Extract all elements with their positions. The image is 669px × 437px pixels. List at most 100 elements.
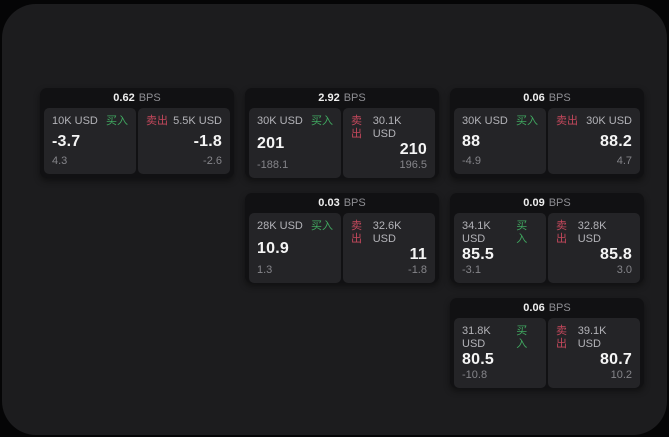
buy-price: 201: [257, 134, 285, 152]
buy-delta: 4.3: [52, 155, 68, 167]
sell-notional: 30.1K USD: [372, 115, 402, 140]
buy-delta: 1.3: [257, 264, 273, 276]
sell-price: 210: [399, 141, 427, 158]
buy-notional: 30K USD: [257, 115, 303, 127]
buy-pane[interactable]: 31.8K USD 买入 80.5 -10.8: [454, 318, 546, 388]
quote-card-header: 0.06 BPS: [450, 298, 644, 318]
quote-card-body: 10K USD 买入 -3.7 4.3 卖出 5.5K USD -1.8 -2.…: [44, 108, 230, 174]
buy-side-label: 买入: [516, 115, 538, 127]
sell-side-label: 卖出: [556, 325, 567, 350]
sell-delta: 4.7: [616, 155, 632, 167]
quote-card-header: 2.92 BPS: [245, 88, 439, 108]
sell-delta: 3.0: [616, 264, 632, 276]
bps-unit-label: BPS: [548, 302, 571, 314]
buy-pane[interactable]: 30K USD 买入 201 -188.1: [249, 108, 341, 178]
quote-card-header: 0.62 BPS: [40, 88, 234, 108]
sell-pane[interactable]: 卖出 30.1K USD 210 196.5: [343, 108, 435, 178]
buy-side-label: 买入: [516, 220, 528, 245]
quote-card-body: 34.1K USD 买入 85.5 -3.1 卖出 32.8K USD 85.8…: [454, 213, 640, 283]
quote-card-body: 28K USD 买入 10.9 1.3 卖出 32.6K USD 11 -1.8: [249, 213, 435, 283]
buy-notional: 31.8K USD: [462, 325, 491, 350]
buy-pane-top: 28K USD 买入: [257, 220, 333, 233]
quote-card: 0.03 BPS 28K USD 买入 10.9 1.3 卖出 32.6K US…: [245, 193, 439, 283]
quote-card: 0.62 BPS 10K USD 买入 -3.7 4.3 卖出 5.5K USD…: [40, 88, 234, 178]
buy-price: 10.9: [257, 239, 289, 257]
sell-notional: 39.1K USD: [577, 325, 607, 350]
quote-card-body: 30K USD 买入 201 -188.1 卖出 30.1K USD 210 1…: [249, 108, 435, 178]
sell-pane[interactable]: 卖出 5.5K USD -1.8 -2.6: [138, 108, 230, 174]
quote-grid: 0.62 BPS 10K USD 买入 -3.7 4.3 卖出 5.5K USD…: [40, 88, 644, 388]
buy-pane-top: 34.1K USD 买入: [462, 220, 538, 246]
sell-pane[interactable]: 卖出 30K USD 88.2 4.7: [548, 108, 640, 174]
bps-value: 0.06: [523, 92, 545, 104]
bps-unit-label: BPS: [138, 92, 161, 104]
sell-side-label: 卖出: [556, 115, 578, 127]
sell-pane[interactable]: 卖出 32.8K USD 85.8 3.0: [548, 213, 640, 283]
sell-side-label: 卖出: [351, 115, 362, 140]
bps-value: 0.06: [523, 302, 545, 314]
sell-side-label: 卖出: [556, 220, 567, 245]
buy-price: -3.7: [52, 132, 81, 150]
sell-price: 80.7: [600, 351, 632, 368]
sell-pane-top: 卖出 32.8K USD: [556, 220, 632, 246]
bps-value: 2.92: [318, 92, 340, 104]
buy-pane-top: 30K USD 买入: [462, 115, 538, 128]
sell-side-label: 卖出: [351, 220, 362, 245]
quote-card-header: 0.03 BPS: [245, 193, 439, 213]
buy-side-label: 买入: [106, 115, 128, 127]
buy-delta: -10.8: [462, 369, 488, 381]
bps-value: 0.03: [318, 197, 340, 209]
quote-card: 0.09 BPS 34.1K USD 买入 85.5 -3.1 卖出 32.8K…: [450, 193, 644, 283]
sell-price: 11: [409, 246, 427, 263]
buy-price: 88: [462, 132, 481, 150]
sell-side-label: 卖出: [146, 115, 168, 127]
bps-value: 0.62: [113, 92, 135, 104]
buy-pane-top: 31.8K USD 买入: [462, 325, 538, 351]
buy-delta: -188.1: [257, 159, 289, 171]
quote-card: 0.06 BPS 30K USD 买入 88 -4.9 卖出 30K USD 8…: [450, 88, 644, 178]
buy-delta: -3.1: [462, 264, 481, 276]
sell-pane-top: 卖出 5.5K USD: [146, 115, 222, 128]
sell-price: -1.8: [193, 132, 222, 150]
bps-unit-label: BPS: [343, 197, 366, 209]
sell-pane-top: 卖出 32.6K USD: [351, 220, 427, 246]
buy-pane-top: 30K USD 买入: [257, 115, 333, 128]
buy-notional: 10K USD: [52, 115, 98, 127]
sell-delta: 10.2: [610, 369, 632, 381]
buy-side-label: 买入: [311, 220, 333, 232]
quote-card-body: 30K USD 买入 88 -4.9 卖出 30K USD 88.2 4.7: [454, 108, 640, 174]
quote-card: 2.92 BPS 30K USD 买入 201 -188.1 卖出 30.1K …: [245, 88, 439, 178]
sell-notional: 32.6K USD: [372, 220, 402, 245]
main-panel: 0.62 BPS 10K USD 买入 -3.7 4.3 卖出 5.5K USD…: [2, 4, 667, 435]
bps-value: 0.09: [523, 197, 545, 209]
sell-pane-top: 卖出 30.1K USD: [351, 115, 427, 141]
sell-pane-top: 卖出 39.1K USD: [556, 325, 632, 351]
sell-delta: -1.8: [408, 264, 427, 276]
buy-pane[interactable]: 30K USD 买入 88 -4.9: [454, 108, 546, 174]
bps-unit-label: BPS: [343, 92, 366, 104]
buy-price: 85.5: [462, 246, 494, 263]
buy-price: 80.5: [462, 351, 494, 368]
buy-side-label: 买入: [311, 115, 333, 127]
buy-delta: -4.9: [462, 155, 481, 167]
buy-pane[interactable]: 10K USD 买入 -3.7 4.3: [44, 108, 136, 174]
buy-notional: 30K USD: [462, 115, 508, 127]
sell-pane[interactable]: 卖出 39.1K USD 80.7 10.2: [548, 318, 640, 388]
bps-unit-label: BPS: [548, 197, 571, 209]
sell-pane[interactable]: 卖出 32.6K USD 11 -1.8: [343, 213, 435, 283]
quote-card: 0.06 BPS 31.8K USD 买入 80.5 -10.8 卖出 39.1…: [450, 298, 644, 388]
buy-pane[interactable]: 28K USD 买入 10.9 1.3: [249, 213, 341, 283]
buy-side-label: 买入: [516, 325, 528, 350]
buy-pane-top: 10K USD 买入: [52, 115, 128, 128]
quote-card-header: 0.06 BPS: [450, 88, 644, 108]
sell-delta: -2.6: [203, 155, 222, 167]
sell-delta: 196.5: [399, 159, 427, 171]
sell-notional: 30K USD: [586, 115, 632, 127]
buy-notional: 28K USD: [257, 220, 303, 232]
sell-notional: 32.8K USD: [577, 220, 607, 245]
quote-card-header: 0.09 BPS: [450, 193, 644, 213]
buy-pane[interactable]: 34.1K USD 买入 85.5 -3.1: [454, 213, 546, 283]
sell-price: 85.8: [600, 246, 632, 263]
sell-price: 88.2: [600, 132, 632, 150]
bps-unit-label: BPS: [548, 92, 571, 104]
